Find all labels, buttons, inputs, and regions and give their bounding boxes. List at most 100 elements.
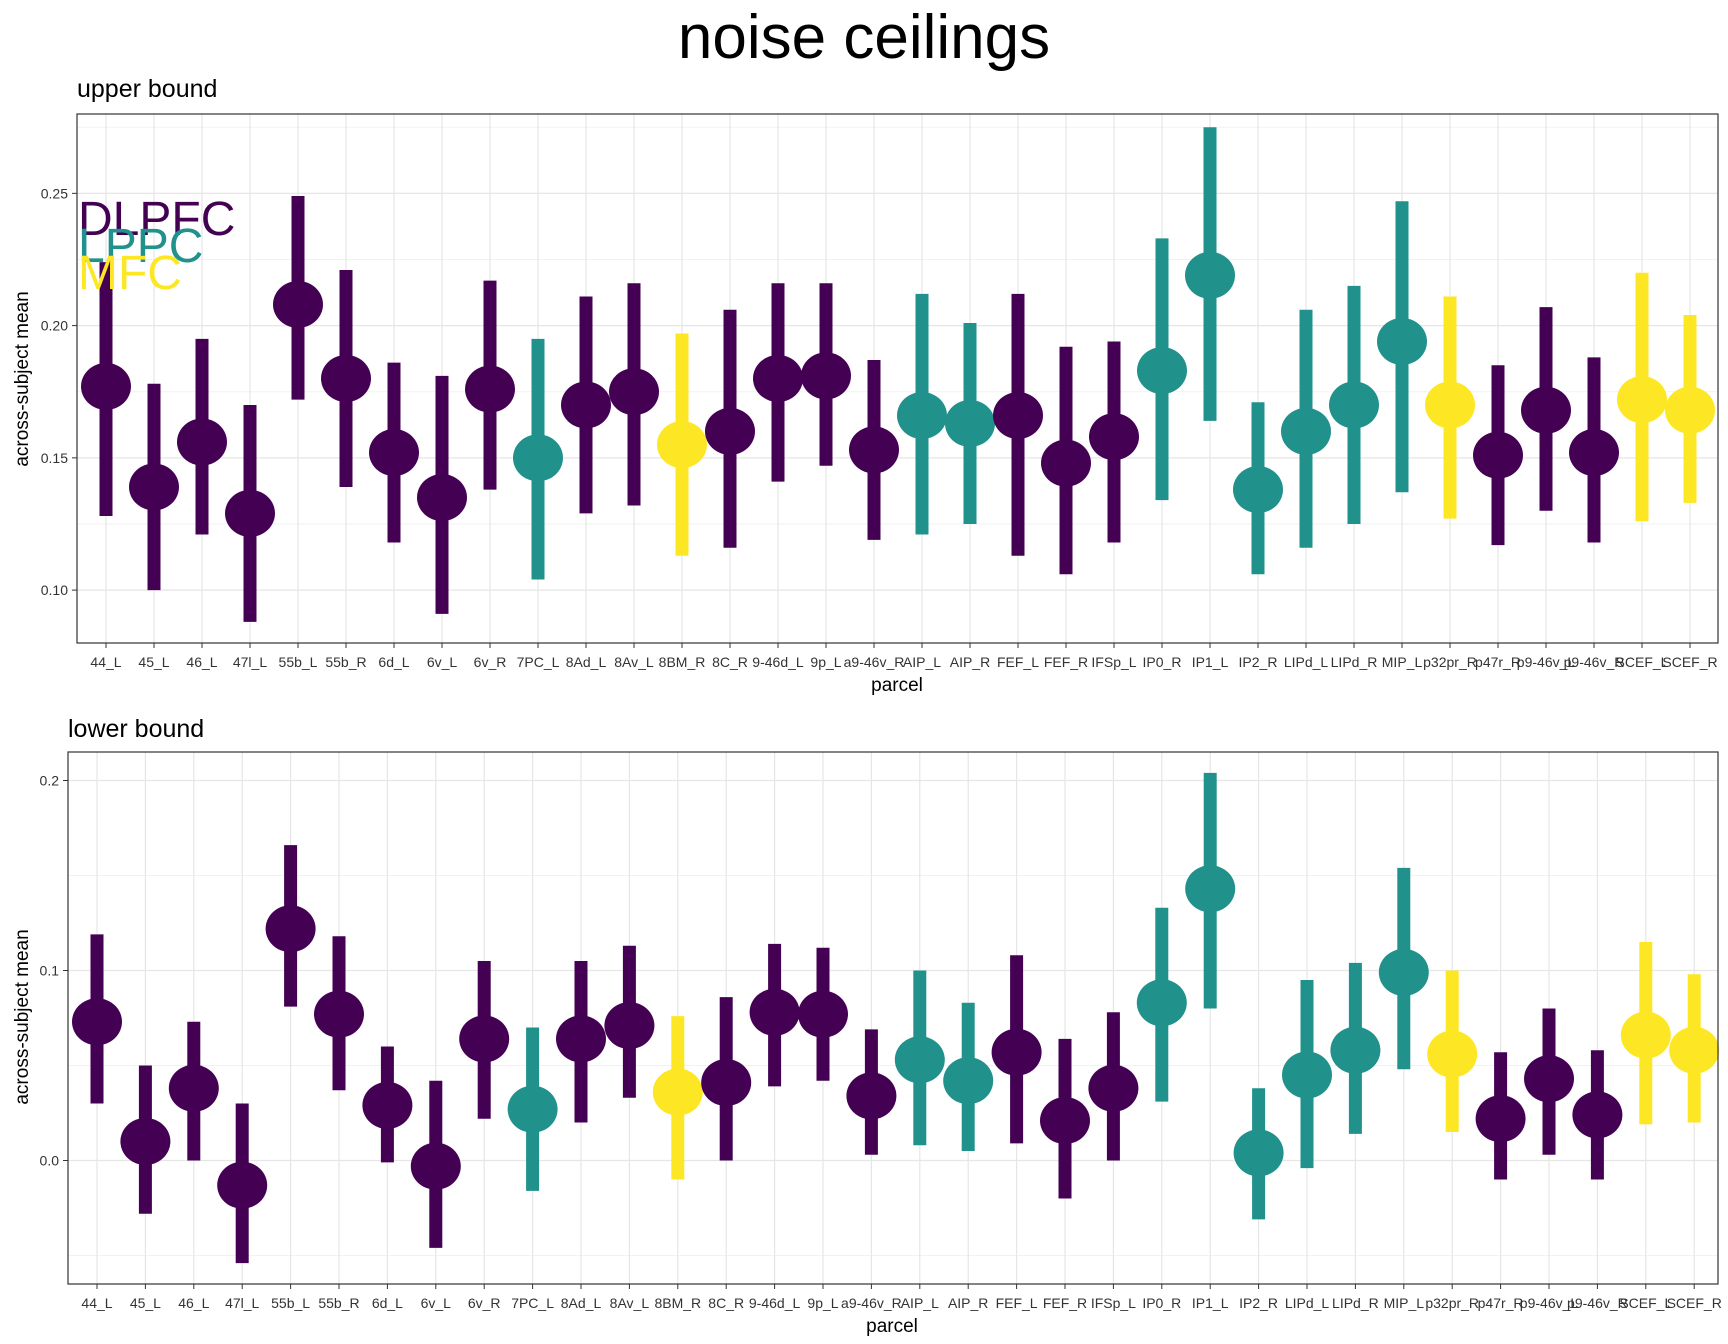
x-tick-label: p9-46v_L <box>1517 654 1576 670</box>
x-tick-label: 7PC_L <box>511 1295 554 1311</box>
data-point <box>314 990 364 1038</box>
data-point <box>894 1036 945 1084</box>
x-tick-label: AIP_R <box>950 654 990 670</box>
data-point <box>749 988 800 1036</box>
data-point <box>120 1118 171 1165</box>
data-point <box>1377 317 1427 365</box>
data-point <box>705 407 755 455</box>
x-tick-label: IP0_R <box>1143 654 1182 670</box>
data-point <box>369 429 419 477</box>
data-point <box>265 905 316 953</box>
x-tick-label: IP0_R <box>1142 1295 1181 1311</box>
y-tick-label: 0.20 <box>41 318 68 334</box>
x-tick-label: LIPd_R <box>1331 654 1378 670</box>
x-tick-label: 46_L <box>186 654 217 670</box>
x-tick-label: IP1_L <box>1192 1295 1229 1311</box>
x-tick-label: 9-46d_L <box>749 1295 801 1311</box>
data-point <box>1089 413 1139 461</box>
x-tick-label: p9-46v_L <box>1520 1295 1579 1311</box>
x-tick-label: 8Av_L <box>614 654 654 670</box>
data-point <box>1040 1097 1090 1145</box>
x-tick-label: p9-46v_R <box>1564 654 1625 670</box>
x-tick-label: AIP_L <box>901 1295 939 1311</box>
data-point <box>513 434 563 482</box>
data-point <box>1088 1064 1139 1112</box>
x-tick-label: 55b_L <box>271 1295 310 1311</box>
x-tick-label: MIP_L <box>1382 654 1423 670</box>
x-tick-label: LIPd_R <box>1332 1295 1379 1311</box>
x-tick-label: 55b_L <box>279 654 318 670</box>
data-point <box>1669 1026 1720 1074</box>
x-tick-label: 6v_L <box>427 654 458 670</box>
data-point <box>1330 1026 1381 1074</box>
x-tick-label: 6v_L <box>421 1295 452 1311</box>
x-tick-label: IP2_R <box>1239 654 1278 670</box>
x-tick-label: SCEF_L <box>1616 654 1669 670</box>
data-point <box>1524 1055 1574 1103</box>
data-point <box>1569 429 1619 477</box>
x-tick-label: 8C_R <box>712 654 748 670</box>
x-tick-label: a9-46v_R <box>841 1295 902 1311</box>
y-tick-label: 0.1 <box>40 963 60 979</box>
data-point <box>1378 948 1429 996</box>
data-point <box>798 990 848 1038</box>
x-tick-label: p47r_R <box>1478 1295 1524 1311</box>
data-point <box>991 1028 1042 1076</box>
data-point <box>129 463 179 511</box>
x-tick-label: FEF_L <box>996 1295 1038 1311</box>
x-tick-label: FEF_L <box>997 654 1039 670</box>
y-tick-label: 0.0 <box>40 1153 60 1169</box>
x-tick-label: 47l_L <box>233 654 267 670</box>
legend-label-dlpfc: DLPFC <box>78 193 235 246</box>
x-tick-label: 8Ad_L <box>566 654 607 670</box>
data-point <box>321 355 371 402</box>
data-point <box>1521 386 1571 434</box>
x-tick-label: 55b_R <box>325 654 366 670</box>
x-tick-label: IP1_L <box>1192 654 1229 670</box>
x-tick-label: 44_L <box>81 1295 112 1311</box>
x-tick-label: 6v_R <box>474 654 507 670</box>
data-point <box>945 399 995 447</box>
data-point <box>1427 1030 1478 1078</box>
x-tick-label: 46_L <box>178 1295 209 1311</box>
data-point <box>1136 979 1187 1027</box>
data-point <box>993 392 1043 440</box>
data-point <box>1620 1011 1671 1059</box>
x-tick-label: IFSp_L <box>1091 1295 1136 1311</box>
data-point <box>362 1081 413 1129</box>
data-point <box>410 1142 461 1190</box>
data-point <box>459 1015 510 1063</box>
data-point <box>652 1068 703 1116</box>
x-tick-label: 7PC_L <box>517 654 560 670</box>
data-point <box>561 381 611 429</box>
x-tick-label: 8C_R <box>708 1295 744 1311</box>
y-tick-label: 0.25 <box>41 185 68 201</box>
x-tick-label: SCEF_R <box>1667 1295 1722 1311</box>
x-tick-label: 55b_R <box>318 1295 359 1311</box>
data-point <box>701 1059 752 1107</box>
data-point <box>72 998 122 1046</box>
legend-label-mfc: MFC <box>78 247 182 300</box>
x-tick-label: AIP_R <box>948 1295 988 1311</box>
x-tick-label: FEF_R <box>1043 1295 1087 1311</box>
data-point <box>168 1064 219 1112</box>
data-point <box>556 1015 606 1063</box>
x-tick-label: 8BM_R <box>659 654 706 670</box>
data-point <box>273 280 323 328</box>
data-point <box>1282 1051 1332 1099</box>
data-point <box>897 392 947 440</box>
x-tick-label: 47l_L <box>225 1295 259 1311</box>
data-point <box>801 352 851 400</box>
x-tick-label: 45_L <box>130 1295 161 1311</box>
data-point <box>943 1057 994 1105</box>
x-tick-label: SCEF_R <box>1662 654 1717 670</box>
x-tick-label: 6d_L <box>378 654 409 670</box>
data-point <box>1137 347 1187 395</box>
data-point <box>657 421 707 469</box>
data-point <box>1617 376 1667 424</box>
x-tick-label: IP2_R <box>1239 1295 1278 1311</box>
x-tick-label: 6d_L <box>372 1295 403 1311</box>
x-tick-label: a9-46v_R <box>844 654 905 670</box>
